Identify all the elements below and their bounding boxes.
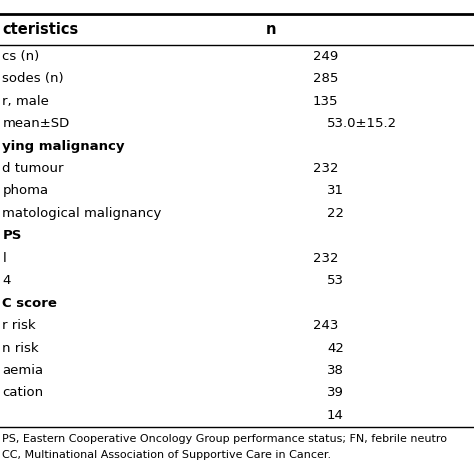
Text: mean±SD: mean±SD (2, 117, 70, 130)
Text: n: n (265, 22, 276, 37)
Text: 42: 42 (327, 342, 344, 355)
Text: 232: 232 (313, 162, 338, 175)
Text: 31: 31 (327, 184, 344, 198)
Text: 53.0±15.2: 53.0±15.2 (327, 117, 397, 130)
Text: 39: 39 (327, 386, 344, 400)
Text: aemia: aemia (2, 364, 44, 377)
Text: sodes (n): sodes (n) (2, 72, 64, 85)
Text: 232: 232 (313, 252, 338, 265)
Text: PS: PS (2, 229, 22, 242)
Text: 285: 285 (313, 72, 338, 85)
Text: phoma: phoma (2, 184, 48, 198)
Text: r, male: r, male (2, 95, 49, 108)
Text: C score: C score (2, 297, 57, 310)
Text: 249: 249 (313, 50, 338, 63)
Text: 38: 38 (327, 364, 344, 377)
Text: cation: cation (2, 386, 44, 400)
Text: ying malignancy: ying malignancy (2, 139, 125, 153)
Text: PS, Eastern Cooperative Oncology Group performance status; FN, febrile neutro: PS, Eastern Cooperative Oncology Group p… (2, 434, 447, 444)
Text: 4: 4 (2, 274, 11, 287)
Text: d tumour: d tumour (2, 162, 64, 175)
Text: n risk: n risk (2, 342, 39, 355)
Text: 14: 14 (327, 409, 344, 422)
Text: cteristics: cteristics (2, 22, 79, 37)
Text: 22: 22 (327, 207, 344, 220)
Text: l: l (2, 252, 6, 265)
Text: cs (n): cs (n) (2, 50, 40, 63)
Text: 135: 135 (313, 95, 338, 108)
Text: CC, Multinational Association of Supportive Care in Cancer.: CC, Multinational Association of Support… (2, 450, 331, 460)
Text: 53: 53 (327, 274, 344, 287)
Text: matological malignancy: matological malignancy (2, 207, 162, 220)
Text: 243: 243 (313, 319, 338, 332)
Text: r risk: r risk (2, 319, 36, 332)
